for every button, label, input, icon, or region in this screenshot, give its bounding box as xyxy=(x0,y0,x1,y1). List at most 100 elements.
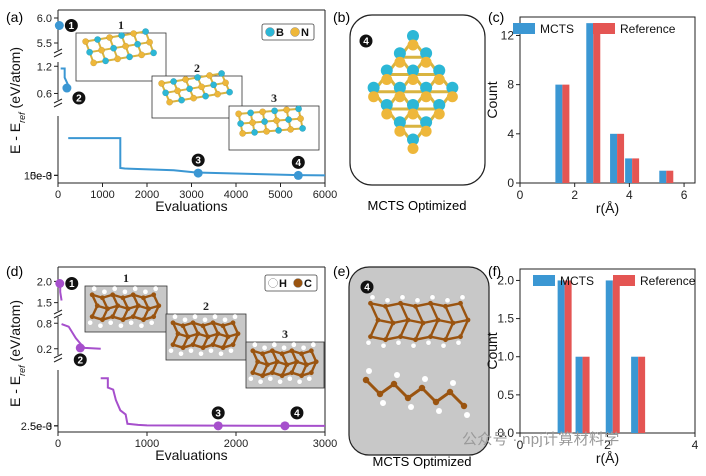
panel-d-inset-carbon xyxy=(130,292,136,298)
panel-d-inset-carbon xyxy=(250,348,256,354)
panel-label-c: (c) xyxy=(488,9,504,25)
panel-d-ytick-label: 0.2 xyxy=(37,344,52,356)
panel-e-top-carbon xyxy=(375,317,381,323)
panel-e-top-bond xyxy=(414,305,425,324)
panel-d-inset-carbon xyxy=(230,342,236,348)
panel-a-badge-2-label: 2 xyxy=(76,94,82,105)
panel-d-inset-hydrogen xyxy=(202,316,208,323)
panel-d-inset-carbon xyxy=(299,351,304,357)
panel-a-inset-atom xyxy=(237,120,245,128)
panel-a-axis-break xyxy=(53,48,63,54)
panel-d-badge-2-label: 2 xyxy=(77,356,83,367)
panel-f-ytick-label: 2.0 xyxy=(497,273,514,287)
panel-d-axis-break xyxy=(53,313,63,319)
panel-a-inset-atom xyxy=(166,98,174,106)
panel-e-side-bond xyxy=(448,390,466,408)
panel-f-bar-mcts xyxy=(631,356,639,433)
panel-a-ytick-label: 0 xyxy=(46,170,52,182)
panel-a-badge-1-label: 1 xyxy=(69,21,75,32)
panel-d-inset-carbon xyxy=(279,373,285,379)
panel-c-bar-mcts xyxy=(586,23,594,183)
panel-a-legend-swatch-B xyxy=(265,27,275,37)
panel-b-nitrogen-atom xyxy=(394,125,406,137)
panel-d-inset-carbon xyxy=(274,359,280,365)
panel-a-inset-atom xyxy=(275,126,283,134)
panel-d-inset-3: 3 xyxy=(245,327,325,389)
panel-label-b: (b) xyxy=(333,9,350,25)
panel-d-inset-carbon xyxy=(200,323,206,329)
panel-a-inset-atom xyxy=(106,34,114,41)
panel-e-top-bond xyxy=(399,302,410,321)
panel-b-boron-atom xyxy=(446,81,459,94)
panel-a-inset-atom xyxy=(162,89,170,97)
panel-b-title: MCTS Optimized xyxy=(368,198,467,213)
panel-d-y-axis-label: E - Eref (eV/atom) xyxy=(7,300,27,407)
panel-d-inset-carbon xyxy=(220,345,226,351)
panel-d-inset-hydrogen xyxy=(228,347,234,354)
panel-e-top-hydrogen xyxy=(429,294,436,301)
panel-d-ytick-label: 0.8 xyxy=(37,318,52,330)
panel-f-bar-reference xyxy=(638,356,646,433)
panel-d-xtick-label: 1000 xyxy=(135,438,159,450)
panel-d-inset-carbon xyxy=(299,373,304,379)
panel-e-top-hydrogen xyxy=(399,294,406,301)
panel-b-nitrogen-atom xyxy=(394,91,406,103)
panel-e-side-hydrogen xyxy=(408,404,414,410)
panel-a-inset-atom xyxy=(110,44,118,52)
panel-d-inset-hydrogen xyxy=(168,347,174,354)
panel-e-top-carbon xyxy=(443,303,448,309)
panel-d-badge-1-label: 1 xyxy=(69,279,75,290)
panel-d-inset-hydrogen xyxy=(252,341,258,348)
panel-d-inset-hydrogen xyxy=(257,378,264,385)
panel-e-side-hydrogen xyxy=(436,408,442,414)
panel-e-top-hydrogen xyxy=(459,294,466,301)
panel-d-inset-hydrogen xyxy=(287,375,293,382)
panel-c-xtick-label: 0 xyxy=(517,188,524,202)
panel-e-top-bond xyxy=(384,322,395,341)
panel-a-inset-atom xyxy=(142,28,150,35)
panel-a-inset-atom xyxy=(190,94,198,102)
panel-e-top-carbon xyxy=(450,320,456,326)
panel-d-badge-3-circle xyxy=(211,406,225,420)
panel-f-bar-mcts xyxy=(557,280,565,433)
panel-d-inset-carbon xyxy=(115,303,121,309)
watermark: 公众号 · npj计算材料学 xyxy=(462,431,620,448)
panel-a-xtick-label: 0 xyxy=(55,189,61,201)
panel-e-top-hydrogen xyxy=(395,339,402,346)
panel-e-top-hydrogen xyxy=(414,297,421,304)
panel-a-inset-atom xyxy=(259,108,267,116)
panel-d-inset-carbon xyxy=(279,351,285,357)
panel-e-top-bond xyxy=(415,335,431,341)
panel-d-inset-hydrogen xyxy=(232,313,238,320)
panel-a-inset-atom xyxy=(198,83,206,91)
panel-a-inset-atom xyxy=(285,116,293,124)
panel-b-structure: 4 xyxy=(349,14,486,186)
panel-a-x-axis-label: Evaluations xyxy=(155,198,227,214)
panel-a-inset-atom xyxy=(222,79,230,87)
panel-d-inset-carbon xyxy=(100,295,105,301)
panel-b-nitrogen-atom xyxy=(368,91,380,103)
panel-d-inset-hydrogen xyxy=(212,313,218,320)
panel-d-inset-carbon xyxy=(130,314,136,320)
panel-d-inset-hydrogen xyxy=(208,347,214,354)
panel-f-bar-reference xyxy=(582,356,590,433)
panel-e-side-carbon xyxy=(460,402,468,410)
panel-d-inset-hydrogen xyxy=(142,288,149,295)
panel-label-d: (d) xyxy=(6,263,23,279)
panel-a-inset-atom xyxy=(218,70,226,77)
panel-d-inset-carbon xyxy=(269,370,275,376)
panel-e-side-hydrogen xyxy=(422,376,428,382)
panel-d-inset-hydrogen xyxy=(97,322,104,329)
panel-d-inset-label: 1 xyxy=(123,271,129,285)
panel-a-inset-2: 2 xyxy=(151,61,243,119)
panel-c-legend-label-reference: Reference xyxy=(620,22,676,36)
panel-a-marker-1 xyxy=(54,21,64,30)
panel-e-top-hydrogen xyxy=(384,297,391,304)
panel-e-top-bond xyxy=(400,335,416,341)
panel-b-boron-atom xyxy=(393,81,406,94)
panel-d-inset-carbon xyxy=(141,317,146,323)
panel-c-bar-reference xyxy=(562,84,570,183)
panel-a-inset-atom xyxy=(158,80,166,87)
panel-e-side-carbon xyxy=(362,376,370,384)
panel-d-inset-hydrogen xyxy=(87,319,93,326)
